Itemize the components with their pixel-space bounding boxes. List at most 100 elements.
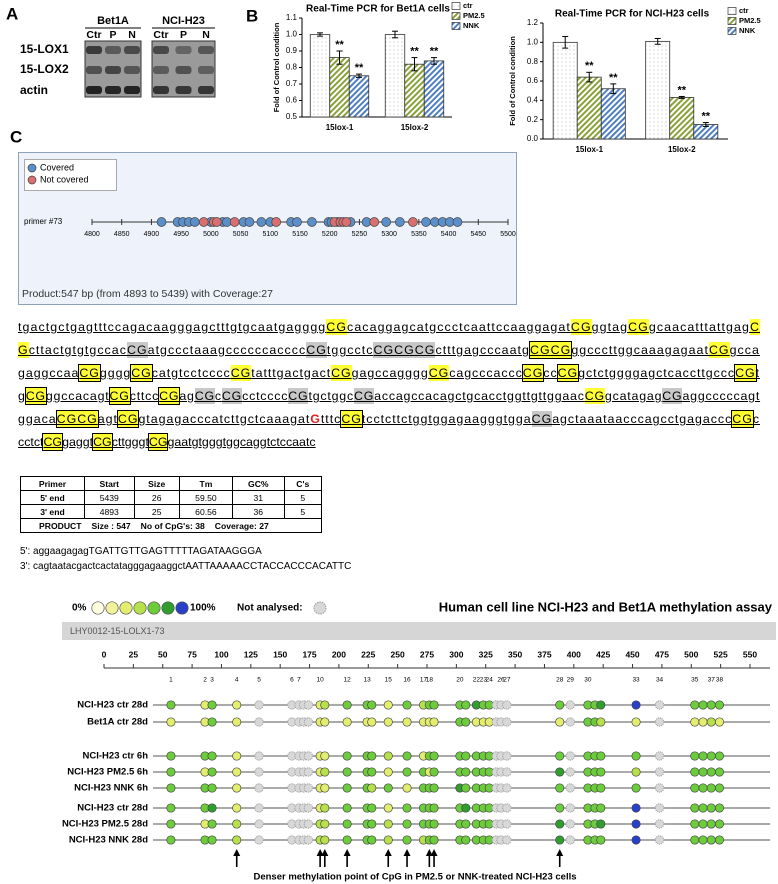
- cpg-highlight: CG: [230, 365, 252, 381]
- x-tick-label: 400: [567, 649, 581, 659]
- bar: [423, 60, 445, 118]
- blot-lane-label: Ctr: [86, 29, 101, 41]
- scale-swatch: [91, 601, 105, 615]
- y-tick-label: 0.8: [286, 63, 298, 72]
- primer-label: primer #73: [24, 217, 63, 226]
- blot-band: [198, 86, 214, 94]
- cpg-highlight: CG: [331, 365, 352, 381]
- cpg-methylation: [320, 803, 330, 813]
- blot-group-label: Bet1A: [97, 15, 129, 27]
- cpg-not-analysed: [565, 803, 575, 813]
- cpg-methylation: [383, 751, 393, 761]
- cpg-methylation: [690, 717, 700, 727]
- table-footer-cell: PRODUCT Size : 547 No of CpG's: 38 Coverage…: [20, 518, 322, 533]
- cpg-number: 28: [556, 677, 564, 684]
- cpg-methylation: [714, 803, 725, 813]
- cpg-methylation: [367, 803, 377, 813]
- error-bar: [411, 57, 418, 72]
- cpg-highlight: G: [18, 342, 29, 358]
- cpg-methylation: [207, 783, 217, 793]
- cpg-methylation: [367, 700, 377, 710]
- significance-label: **: [335, 39, 344, 51]
- cpg-methylation: [342, 819, 352, 829]
- cpg-highlight: CG: [306, 342, 327, 358]
- cpg-methylation: [714, 700, 725, 710]
- blot-band: [153, 46, 169, 54]
- cpg-methylation: [555, 819, 565, 829]
- scale-swatch: [119, 601, 133, 615]
- cpg-not-analysed: [654, 803, 665, 813]
- legend-label: Not covered: [40, 174, 89, 184]
- cpg-methylation: [555, 835, 565, 845]
- cpg-methylation: [555, 783, 565, 793]
- cpg-highlight: CG: [340, 410, 363, 428]
- cpg-methylation: [690, 751, 700, 761]
- cpg-methylation: [698, 803, 708, 813]
- x-tick-label: 5200: [322, 231, 338, 238]
- x-tick-label: 5300: [381, 231, 397, 238]
- cpg-not-analysed: [565, 717, 575, 727]
- sequence-text: cttcc: [129, 389, 160, 403]
- cpg-number: 29: [567, 677, 575, 684]
- sequence-text: gctctggggagctcaccttgccc: [578, 366, 736, 380]
- cpg-methylation: [402, 717, 412, 727]
- legend-swatch: [451, 12, 461, 20]
- y-tick-label: 1.1: [286, 13, 298, 22]
- arrow: [384, 849, 392, 867]
- table-footer-text: PRODUCT: [39, 520, 82, 531]
- blot-band: [198, 46, 214, 54]
- table-cell: 5' end: [20, 490, 85, 505]
- bar: [576, 76, 602, 140]
- cpg-methylation: [555, 700, 565, 710]
- cpg-methylation: [342, 783, 352, 793]
- error-bar: [317, 32, 323, 37]
- legend-label: PM2.5: [463, 11, 485, 20]
- error-bar: [392, 30, 398, 39]
- bar: [645, 40, 671, 140]
- arrow-head: [233, 849, 241, 856]
- cpg-not-analysed: [303, 700, 313, 710]
- sequence-text: ctttgagcccaatg: [435, 343, 530, 357]
- table-cell: 26: [133, 490, 180, 505]
- chart-title: Real-Time PCR for NCI-H23 cells: [555, 9, 710, 20]
- cpg-not-analysed: [502, 700, 512, 710]
- arrow-head: [343, 849, 351, 856]
- legend-label: Covered: [40, 162, 74, 172]
- blot-band: [105, 46, 121, 54]
- sequence-text: gcaacatttattgag: [648, 320, 750, 334]
- cpg-not-analysed: [502, 803, 512, 813]
- sequence-text: ggaca: [18, 412, 57, 426]
- cpg-highlight: CGCG: [55, 410, 99, 428]
- table-header-cell: Start: [83, 476, 135, 491]
- cpg-methylation: [383, 835, 393, 845]
- cpg-methylation: [706, 767, 716, 777]
- cpg-methylation: [166, 803, 176, 813]
- cpg-not-analysed: [254, 700, 264, 710]
- blot-row-label: 15-LOX2: [20, 62, 69, 76]
- cpg-methylation: [320, 717, 330, 727]
- cpg-methylation: [706, 783, 716, 793]
- primer-sequence: 3': cagtaatacgactcactatagggagaaggctAATTA…: [20, 561, 352, 572]
- blot-band: [86, 66, 102, 74]
- cpg-not-analysed: [303, 767, 313, 777]
- cpg-not-analysed: [565, 751, 575, 761]
- x-tick-label: 325: [479, 649, 493, 659]
- cpg-methylation: [429, 835, 439, 845]
- cpg-methylation: [631, 700, 641, 710]
- cpg-methylation: [232, 819, 242, 829]
- sequence-text: gagccagggg: [351, 366, 429, 380]
- x-tick-label: 4950: [173, 231, 189, 238]
- cpg-methylation: [631, 717, 641, 727]
- legend-label: ctr: [739, 6, 749, 15]
- cpg-methylation: [631, 751, 641, 761]
- scale-max-label: 100%: [190, 603, 216, 614]
- x-tick-label: 4800: [84, 231, 100, 238]
- cpg-methylation: [706, 717, 716, 727]
- cpg-methylation: [429, 767, 439, 777]
- blot-row-label: 15-LOX1: [20, 42, 69, 56]
- significance-label: **: [355, 62, 364, 74]
- cpg-highlight: C: [749, 319, 760, 335]
- arrow: [403, 849, 411, 867]
- cpg-methylation: [596, 835, 606, 845]
- error-bar: [702, 122, 709, 127]
